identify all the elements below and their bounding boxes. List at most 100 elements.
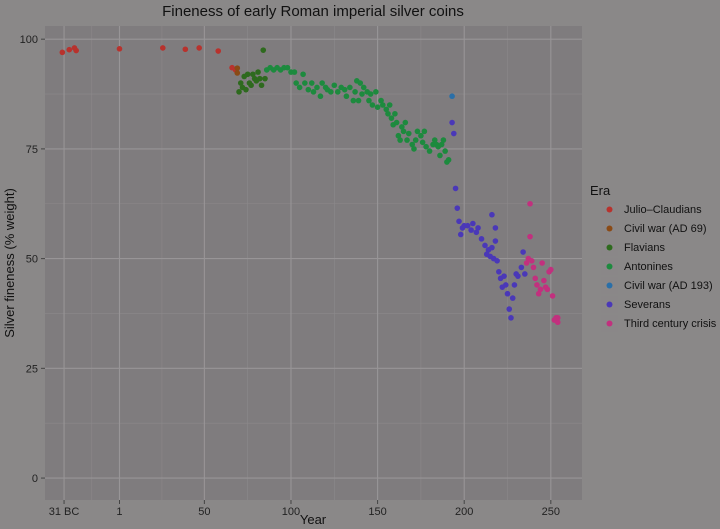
data-point <box>367 91 374 97</box>
x-ticks: 31 BC 1 50 100 150 200 250 <box>49 500 560 518</box>
data-point <box>457 231 464 238</box>
data-point <box>293 80 299 86</box>
data-point <box>496 268 502 275</box>
data-point <box>437 152 443 159</box>
data-point <box>449 119 455 126</box>
data-point <box>489 211 495 218</box>
y-ticks: 0 25 50 75 100 <box>20 34 45 485</box>
x-tick-label: 50 <box>198 506 210 518</box>
data-point <box>343 93 350 100</box>
data-point <box>310 89 317 95</box>
data-point <box>357 80 364 86</box>
data-point <box>388 115 395 121</box>
data-point <box>350 97 357 104</box>
data-point <box>296 84 303 91</box>
data-point <box>539 260 545 266</box>
data-point <box>331 82 338 89</box>
data-point <box>373 89 379 95</box>
data-point <box>520 249 526 255</box>
x-tick-label: 31 BC <box>49 506 80 518</box>
data-point <box>352 89 358 95</box>
data-point <box>317 93 324 100</box>
y-tick-label: 75 <box>26 144 38 156</box>
data-point <box>385 110 391 117</box>
data-point <box>449 93 455 100</box>
data-point <box>412 137 419 143</box>
data-point <box>489 244 495 251</box>
data-point <box>541 277 547 284</box>
data-point <box>473 229 480 236</box>
data-point <box>366 97 372 104</box>
data-point <box>478 236 485 242</box>
data-point <box>426 148 433 154</box>
data-point <box>405 130 412 137</box>
data-point <box>534 282 540 288</box>
data-point <box>328 89 334 95</box>
data-point <box>440 137 447 143</box>
data-point <box>248 82 254 89</box>
series-points <box>263 64 452 165</box>
legend-label: Civil war (AD 69) <box>624 223 707 235</box>
legend-key <box>606 282 613 289</box>
data-point <box>59 49 66 56</box>
data-point <box>492 225 499 231</box>
data-point <box>502 282 509 288</box>
data-point <box>369 102 376 108</box>
data-point <box>392 110 398 117</box>
data-point <box>257 75 263 82</box>
data-point <box>359 91 365 97</box>
data-point <box>431 137 438 143</box>
data-point <box>492 238 499 244</box>
legend-key <box>606 225 613 232</box>
legend-key <box>606 320 613 327</box>
data-point <box>300 71 306 78</box>
data-point <box>554 315 561 321</box>
data-point <box>393 119 400 126</box>
data-point <box>260 47 267 53</box>
legend-title: Era <box>590 183 611 198</box>
series-points <box>449 93 455 100</box>
legend-label: Severans <box>624 299 671 311</box>
data-point <box>402 119 409 126</box>
data-point <box>438 141 445 148</box>
chart-title: Fineness of early Roman imperial silver … <box>162 3 464 20</box>
data-point <box>379 102 386 108</box>
legend-key <box>606 206 613 213</box>
data-point <box>554 319 561 326</box>
x-tick-label: 200 <box>455 506 473 518</box>
data-point <box>515 273 521 279</box>
data-point <box>215 48 222 54</box>
data-point <box>347 84 353 91</box>
data-point <box>528 258 535 264</box>
data-point <box>527 233 533 240</box>
x-tick-label: 150 <box>368 506 386 518</box>
x-tick-label: 1 <box>116 506 122 518</box>
data-point <box>451 130 457 137</box>
data-point <box>236 89 242 95</box>
x-axis-title: Year <box>300 512 327 527</box>
legend-label: Antonines <box>624 261 673 273</box>
data-point <box>419 139 426 146</box>
data-point <box>518 264 525 271</box>
series-points <box>523 200 561 326</box>
points <box>59 45 561 326</box>
legend-key <box>606 244 613 251</box>
data-point <box>470 220 476 227</box>
legend-label: Julio–Claudians <box>624 204 702 216</box>
data-point <box>442 148 448 154</box>
data-point <box>482 242 488 249</box>
data-point <box>116 46 123 52</box>
data-point <box>374 104 381 110</box>
y-tick-label: 0 <box>32 473 38 485</box>
data-point <box>355 97 362 104</box>
data-point <box>404 137 410 143</box>
data-point <box>468 227 474 233</box>
legend-key <box>606 301 613 308</box>
plot-background <box>45 26 582 500</box>
data-point <box>386 102 393 108</box>
series-points <box>449 119 528 321</box>
data-point <box>378 97 384 104</box>
data-point <box>319 80 325 86</box>
data-point <box>501 273 507 279</box>
